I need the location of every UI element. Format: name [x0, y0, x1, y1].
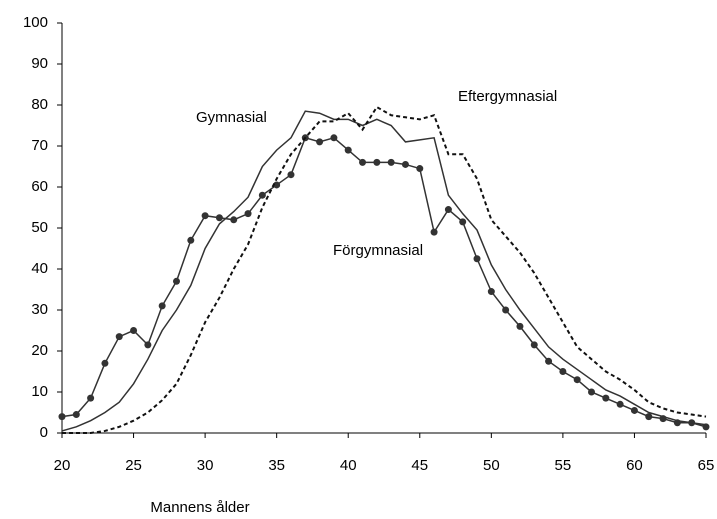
data-point: [330, 134, 338, 142]
data-point: [630, 406, 638, 414]
data-point: [230, 216, 238, 224]
y-tick-label: 20: [31, 342, 48, 359]
data-point: [287, 171, 295, 179]
data-point: [359, 158, 367, 166]
x-tick-label: 20: [54, 457, 71, 474]
data-point: [602, 394, 610, 402]
y-tick-label: 50: [31, 219, 48, 236]
x-tick-label: 35: [268, 457, 285, 474]
data-point: [273, 181, 281, 189]
x-tick-label: 30: [197, 457, 214, 474]
y-tick-label: 100: [23, 14, 48, 31]
data-point: [616, 400, 624, 408]
series-line: [61, 110, 707, 432]
data-point: [144, 341, 152, 349]
data-point: [559, 368, 567, 375]
data-point: [387, 158, 395, 166]
x-tick-label: 50: [483, 457, 500, 474]
data-point: [187, 236, 195, 244]
x-tick-label: 65: [698, 457, 715, 474]
data-point: [258, 191, 266, 199]
y-tick-label: 30: [31, 301, 48, 318]
y-tick-label: 10: [31, 383, 48, 400]
data-point: [172, 277, 180, 285]
y-tick-label: 90: [31, 55, 48, 72]
series-label: Eftergymnasial: [458, 88, 557, 105]
x-tick-label: 25: [125, 457, 142, 474]
series-label: Gymnasial: [196, 109, 267, 126]
data-point: [87, 394, 95, 402]
series-line: [61, 136, 707, 428]
x-tick-label: 40: [340, 457, 357, 474]
data-point: [201, 212, 209, 220]
data-point: [115, 333, 123, 341]
x-tick-label: 60: [626, 457, 643, 474]
data-point: [487, 288, 495, 296]
data-point: [58, 413, 66, 421]
data-point: [430, 228, 438, 236]
x-tick-label: 55: [555, 457, 572, 474]
data-point: [588, 388, 596, 396]
data-point: [516, 322, 524, 330]
data-point: [444, 206, 452, 214]
y-tick-label: 60: [31, 178, 48, 195]
series-label: Förgymnasial: [333, 242, 423, 259]
x-axis-label: Mannens ålder: [150, 499, 249, 516]
data-point: [72, 411, 80, 419]
series-line: [62, 105, 707, 434]
data-point: [401, 160, 409, 168]
data-point: [459, 218, 467, 226]
data-point: [416, 165, 424, 173]
data-point: [473, 255, 481, 263]
y-tick-label: 80: [31, 96, 48, 113]
y-tick-label: 0: [40, 424, 48, 441]
data-point: [316, 138, 324, 146]
data-point: [373, 158, 381, 166]
x-tick-label: 45: [411, 457, 428, 474]
data-point: [101, 359, 109, 367]
data-point: [573, 376, 581, 384]
data-point: [344, 146, 352, 154]
y-tick-label: 40: [31, 260, 48, 277]
data-point: [545, 357, 553, 365]
y-tick-label: 70: [31, 137, 48, 154]
data-point: [130, 327, 138, 334]
data-point: [158, 302, 166, 310]
data-point: [530, 341, 538, 349]
data-point: [645, 413, 653, 421]
data-point: [244, 210, 252, 218]
data-point: [502, 306, 510, 314]
data-point: [215, 214, 223, 222]
